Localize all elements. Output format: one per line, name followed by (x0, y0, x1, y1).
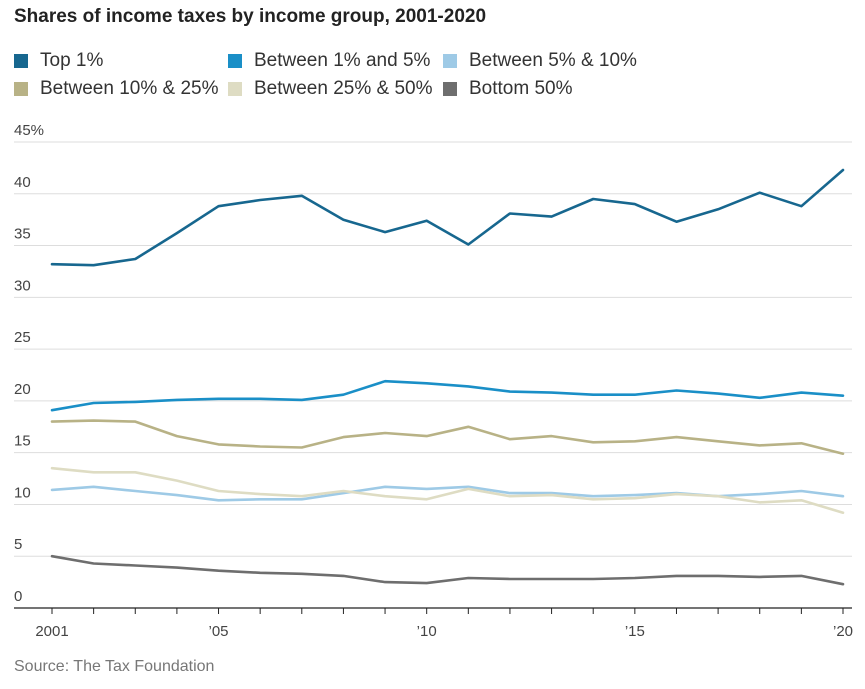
legend-swatch (14, 54, 28, 68)
legend-item-25-to-50: Between 25% & 50% (228, 78, 433, 100)
legend-label: Between 1% and 5% (254, 50, 431, 71)
x-axis-ticks: 2001 ’05 ’10 ’15 ’20 (35, 608, 853, 640)
x-tick-label: ’15 (625, 623, 645, 640)
legend-label: Between 25% & 50% (254, 78, 433, 99)
series-line-between-1-and-5 (50, 379, 845, 412)
source-note: Source: The Tax Foundation (14, 658, 215, 675)
y-tick-label: 5 (14, 536, 22, 553)
y-tick-label: 35 (14, 226, 31, 243)
legend-item-1-to-5: Between 1% and 5% (228, 50, 430, 72)
legend-swatch (228, 82, 242, 96)
chart-legend: Top 1% Between 1% and 5% Between 5% & 10… (14, 50, 854, 106)
series-lines (50, 168, 845, 586)
series-line-between-10-25 (50, 419, 845, 456)
x-tick-label: ’10 (417, 623, 437, 640)
y-tick-label: 0 (14, 588, 22, 605)
series-line-between-25-50 (50, 466, 845, 515)
legend-swatch (14, 82, 28, 96)
legend-item-bottom-50: Bottom 50% (443, 78, 573, 100)
legend-label: Top 1% (40, 50, 104, 71)
legend-swatch (228, 54, 242, 68)
legend-swatch (443, 82, 457, 96)
y-tick-label: 45% (14, 122, 44, 139)
series-line-top-1 (50, 168, 845, 267)
gridlines (14, 141, 852, 609)
legend-item-10-to-25: Between 10% & 25% (14, 78, 219, 100)
legend-label: Between 10% & 25% (40, 78, 219, 99)
y-tick-label: 40 (14, 174, 31, 191)
legend-swatch (443, 54, 457, 68)
x-tick-label: ’05 (209, 623, 229, 640)
y-tick-label: 25 (14, 329, 31, 346)
y-axis-ticks: 45% 40 35 30 25 20 15 10 5 0 (14, 122, 44, 605)
x-tick-label: 2001 (35, 623, 68, 640)
legend-label: Between 5% & 10% (469, 50, 637, 71)
legend-item-5-to-10: Between 5% & 10% (443, 50, 637, 72)
chart-title: Shares of income taxes by income group, … (14, 6, 487, 27)
y-tick-label: 20 (14, 381, 31, 398)
y-tick-label: 10 (14, 484, 31, 501)
legend-item-top-1: Top 1% (14, 50, 103, 72)
y-tick-label: 30 (14, 277, 31, 294)
legend-label: Bottom 50% (469, 78, 573, 99)
series-line-bottom-50 (50, 554, 845, 586)
x-tick-label: ’20 (833, 623, 853, 640)
y-tick-label: 15 (14, 433, 31, 450)
